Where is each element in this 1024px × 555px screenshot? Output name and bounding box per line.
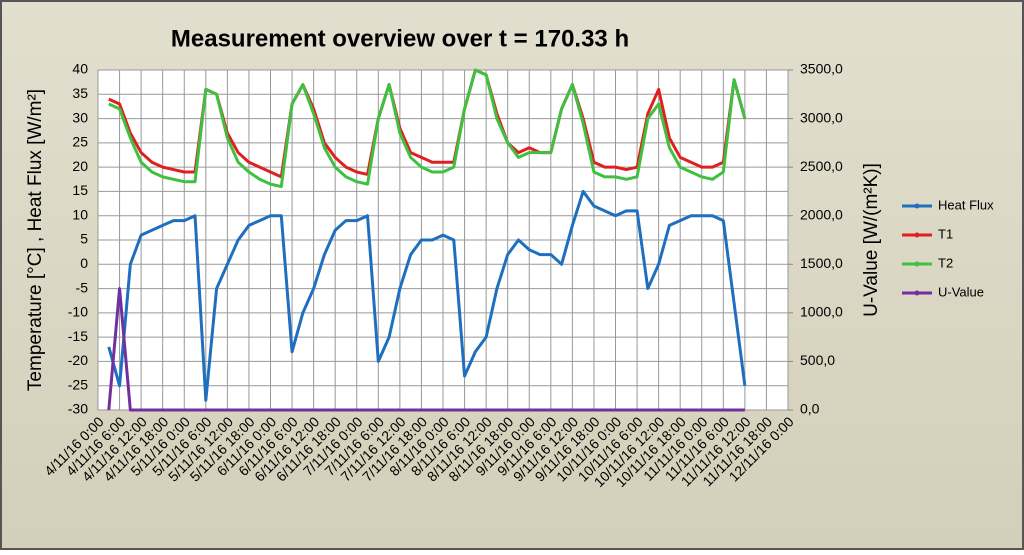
legend-label: Heat Flux	[938, 197, 994, 212]
series-line	[107, 189, 747, 402]
y-tick-label: -25	[68, 376, 88, 392]
y-tick-label: 20	[72, 158, 88, 174]
y2-tick-label: 2000,0	[800, 206, 843, 222]
y2-axis-title: U-Value [W/(m²K)]	[861, 163, 882, 317]
y-tick-label: 5	[80, 231, 88, 247]
y-tick-label: 35	[72, 85, 88, 101]
legend-marker	[914, 290, 920, 296]
y2-tick-label: 2500,0	[800, 158, 843, 174]
y2-tick-label: 3000,0	[800, 109, 843, 125]
y-tick-label: -30	[68, 401, 88, 417]
legend-label: T2	[938, 255, 953, 270]
y2-tick-label: 1000,0	[800, 304, 843, 320]
y-tick-label: -10	[68, 304, 88, 320]
y-axis-title: Temperature [°C] , Heat Flux [W/m²]	[25, 89, 46, 391]
legend-label: T1	[938, 226, 953, 241]
legend-marker	[914, 203, 920, 209]
series-line	[108, 68, 747, 189]
y-tick-label: -20	[68, 352, 88, 368]
y-tick-label: -15	[68, 328, 88, 344]
y-tick-label: 40	[72, 61, 88, 77]
y-tick-label: 10	[72, 206, 88, 222]
legend-label: U-Value	[938, 284, 984, 299]
legend-marker	[914, 261, 920, 267]
series-line	[107, 287, 745, 412]
y2-tick-label: 500,0	[800, 352, 835, 368]
y2-tick-label: 3500,0	[800, 61, 843, 77]
y-tick-label: 30	[72, 109, 88, 125]
y-tick-label: 25	[72, 134, 88, 150]
legend-marker	[914, 232, 920, 238]
y2-tick-label: 1500,0	[800, 255, 843, 271]
y-tick-label: -5	[76, 279, 89, 295]
y-tick-label: 0	[80, 255, 88, 271]
y-tick-label: 15	[72, 182, 88, 198]
y2-tick-label: 0,0	[800, 401, 820, 417]
chart-title: Measurement overview over t = 170.33 h	[171, 25, 629, 52]
